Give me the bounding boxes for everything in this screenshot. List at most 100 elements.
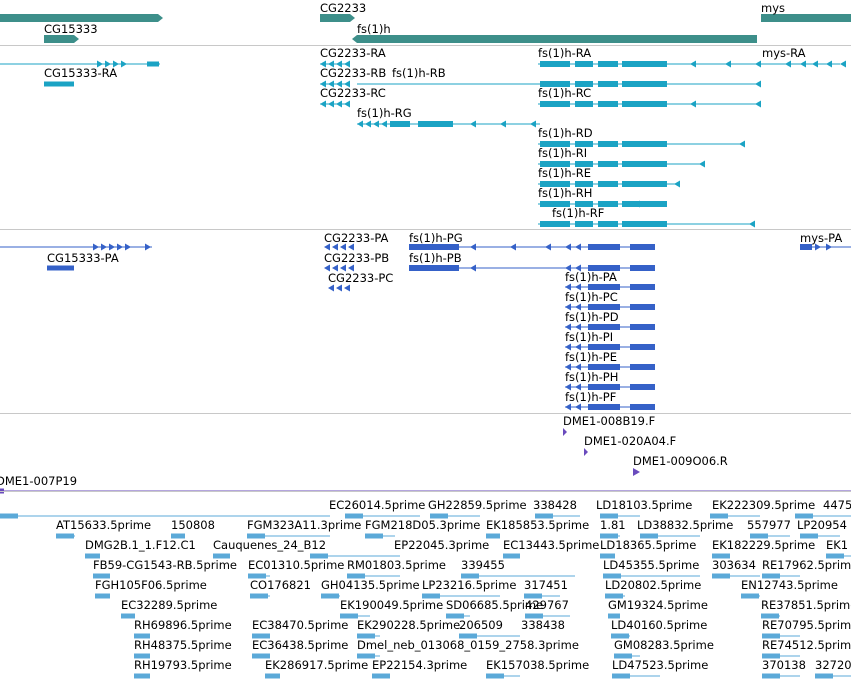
- gene-label[interactable]: fs(1)h: [357, 22, 391, 36]
- est-block[interactable]: [600, 533, 618, 539]
- est-label[interactable]: EP22154.3prime: [372, 658, 468, 672]
- cds[interactable]: [630, 244, 655, 250]
- exon[interactable]: [598, 201, 618, 207]
- est-label[interactable]: FGM323A11.3prime: [247, 518, 362, 532]
- protein-label[interactable]: fs(1)h-PH: [565, 370, 619, 384]
- est-label[interactable]: 317451: [524, 578, 568, 592]
- est-block[interactable]: [459, 633, 477, 639]
- strand-arrow[interactable]: [530, 120, 536, 128]
- strand-arrow[interactable]: [575, 323, 581, 331]
- est-label[interactable]: EK182229.5prime: [712, 538, 816, 552]
- est-label[interactable]: 303634: [712, 558, 756, 572]
- exon[interactable]: [575, 161, 593, 167]
- est-block[interactable]: [712, 553, 730, 559]
- est-block[interactable]: [600, 553, 615, 559]
- est-label[interactable]: SD06685.5prime: [446, 598, 544, 612]
- est-block[interactable]: [171, 533, 185, 539]
- strand-arrow[interactable]: [357, 120, 363, 128]
- est-label[interactable]: RH19793.5prime: [134, 658, 232, 672]
- transcript-label[interactable]: fs(1)h-RF: [552, 206, 605, 220]
- protein-label[interactable]: CG2233-PB: [324, 251, 390, 265]
- est-label[interactable]: EK190049.5prime: [340, 598, 444, 612]
- strand-arrow[interactable]: [545, 243, 551, 251]
- est-block[interactable]: [600, 513, 618, 519]
- strand-arrow[interactable]: [340, 243, 346, 251]
- transcript-label[interactable]: fs(1)h-RH: [538, 186, 593, 200]
- est-block[interactable]: [710, 513, 728, 519]
- strand-arrow[interactable]: [812, 60, 818, 68]
- gene-label[interactable]: CG15333: [44, 22, 98, 36]
- est-label[interactable]: Cauquenes_24_B12: [213, 538, 327, 552]
- est-label[interactable]: EC38470.5prime: [252, 618, 349, 632]
- est-block[interactable]: [345, 513, 363, 519]
- est-block[interactable]: [56, 533, 74, 539]
- est-label[interactable]: LD45355.5prime: [603, 558, 700, 572]
- strand-arrow[interactable]: [125, 243, 131, 251]
- exon[interactable]: [575, 61, 593, 67]
- cds[interactable]: [588, 284, 620, 290]
- est-label[interactable]: EK1: [826, 538, 849, 552]
- exon[interactable]: [147, 61, 159, 67]
- transcript-label[interactable]: CG15333-RA: [44, 66, 118, 80]
- est-label[interactable]: LP23216.5prime: [422, 578, 517, 592]
- est-block[interactable]: [762, 653, 780, 659]
- est-label[interactable]: 338438: [521, 618, 565, 632]
- est-label[interactable]: RE37851.5prime: [761, 598, 851, 612]
- strand-arrow[interactable]: [826, 60, 832, 68]
- strand-arrow[interactable]: [340, 264, 346, 272]
- transcript-label[interactable]: CG2233-RA: [320, 46, 386, 60]
- exon[interactable]: [575, 201, 593, 207]
- est-label[interactable]: GM08283.5prime: [614, 638, 714, 652]
- strand-arrow[interactable]: [470, 264, 476, 272]
- est-label[interactable]: EK290228.5prime: [357, 618, 461, 632]
- est-label[interactable]: EC13443.5prime: [503, 538, 600, 552]
- strand-arrow[interactable]: [674, 180, 680, 188]
- est-label[interactable]: Dmel_neb_013068_0159_2758.3prime: [357, 638, 579, 652]
- exon[interactable]: [390, 121, 410, 127]
- exon[interactable]: [575, 141, 593, 147]
- est-label[interactable]: 338428: [533, 498, 577, 512]
- est-block[interactable]: [0, 513, 18, 519]
- gene-fs1h[interactable]: [357, 35, 757, 43]
- est-block[interactable]: [121, 613, 135, 619]
- est-label[interactable]: RH48375.5prime: [134, 638, 232, 652]
- est-block[interactable]: [213, 553, 230, 559]
- strand-arrow[interactable]: [117, 243, 123, 251]
- est-label[interactable]: FGH105F06.5prime: [95, 578, 207, 592]
- est-block[interactable]: [712, 573, 730, 579]
- est-label[interactable]: 429767: [525, 598, 569, 612]
- strand-arrow[interactable]: [381, 120, 387, 128]
- cds[interactable]: [800, 244, 812, 250]
- est-block[interactable]: [608, 613, 620, 619]
- est-block[interactable]: [347, 573, 365, 579]
- est-block[interactable]: [340, 613, 358, 619]
- transcript-label[interactable]: fs(1)h-RC: [538, 86, 592, 100]
- strand-arrow[interactable]: [565, 283, 571, 291]
- exon[interactable]: [622, 61, 667, 67]
- strand-arrow[interactable]: [328, 60, 334, 68]
- est-block[interactable]: [762, 633, 780, 639]
- strand-arrow[interactable]: [749, 220, 755, 228]
- est-block[interactable]: [250, 593, 268, 599]
- est-label[interactable]: AT15633.5prime: [56, 518, 152, 532]
- est-label[interactable]: LD18103.5prime: [596, 498, 693, 512]
- strand-arrow[interactable]: [575, 243, 581, 251]
- strand-arrow[interactable]: [800, 60, 806, 68]
- strand-arrow[interactable]: [344, 100, 350, 108]
- est-block[interactable]: [525, 613, 543, 619]
- est-block[interactable]: [461, 573, 479, 579]
- exon[interactable]: [622, 141, 667, 147]
- est-label[interactable]: EN12743.5prime: [741, 578, 838, 592]
- cds[interactable]: [630, 265, 655, 271]
- est-label[interactable]: LD40160.5prime: [611, 618, 708, 632]
- strand-arrow[interactable]: [565, 264, 571, 272]
- protein-label[interactable]: fs(1)h-PG: [409, 231, 463, 245]
- exon[interactable]: [598, 141, 618, 147]
- est-block[interactable]: [611, 633, 629, 639]
- est-block[interactable]: [800, 533, 818, 539]
- est-block[interactable]: [134, 673, 150, 679]
- est-block[interactable]: [310, 553, 328, 559]
- est-label[interactable]: RE74512.5prime: [762, 638, 851, 652]
- est-block[interactable]: [321, 593, 339, 599]
- strand-arrow[interactable]: [105, 60, 111, 68]
